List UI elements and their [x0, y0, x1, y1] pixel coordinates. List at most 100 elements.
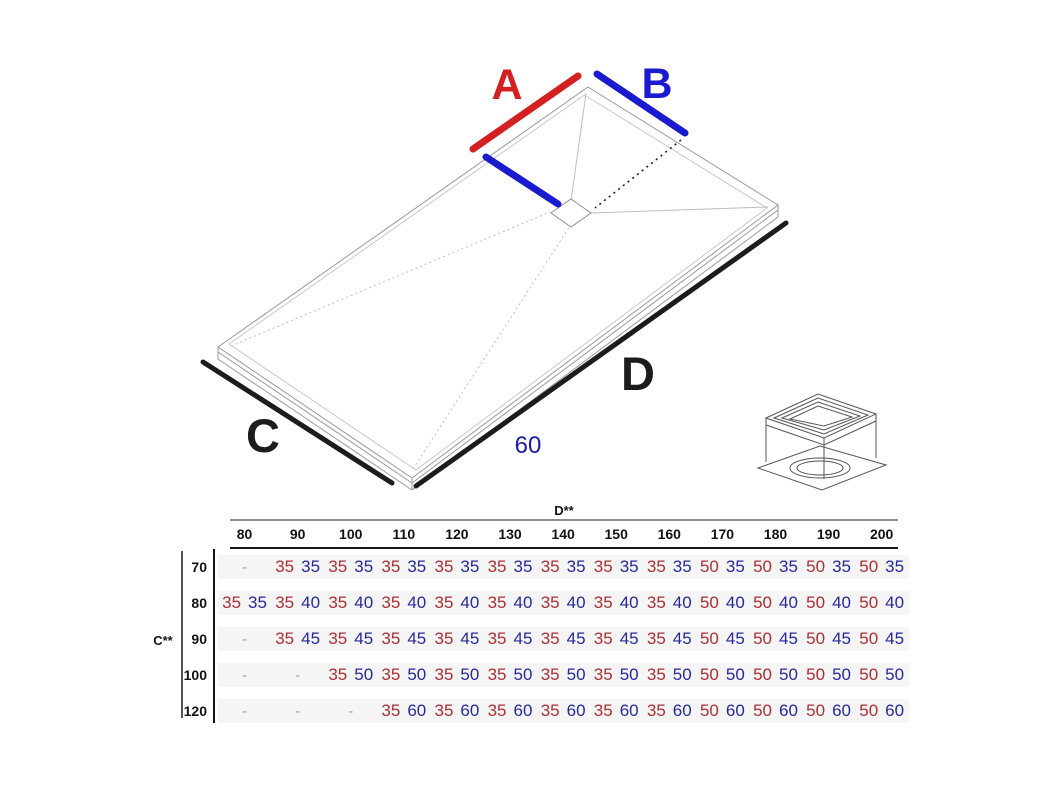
- value-b: 50: [778, 665, 798, 684]
- value-a: 50: [753, 557, 772, 576]
- value-b: 40: [460, 593, 480, 612]
- size-cell: 35 40: [324, 585, 377, 621]
- size-cell: 50 40: [749, 585, 802, 621]
- value-a: 50: [859, 629, 879, 648]
- value-a: 50: [753, 701, 772, 720]
- size-cell: 35 35: [218, 585, 271, 621]
- size-cell: -: [218, 693, 271, 729]
- value-a: 35: [381, 557, 401, 576]
- size-cell: 35 60: [537, 693, 590, 729]
- value-a: 50: [753, 665, 772, 684]
- value-a: 50: [699, 629, 719, 648]
- value-b: 35: [513, 557, 533, 576]
- value-b: 45: [672, 629, 692, 648]
- value-b: 45: [513, 629, 533, 648]
- size-cell: 50 60: [749, 693, 802, 729]
- value-b: 35: [301, 557, 321, 576]
- dimension-line-c: [200, 359, 395, 486]
- value-b: 35: [672, 557, 692, 576]
- size-cell: 50 50: [749, 657, 802, 693]
- value-a: 50: [806, 629, 826, 648]
- value-b: 35: [407, 557, 427, 576]
- value-b: 50: [354, 665, 374, 684]
- empty-cell-dash: -: [242, 558, 248, 576]
- value-b: 50: [672, 665, 692, 684]
- size-cell: 50 35: [802, 549, 855, 585]
- col-header-110: 110: [392, 526, 416, 542]
- value-b: 60: [778, 701, 798, 720]
- value-b: 40: [725, 593, 745, 612]
- size-cell: 35 35: [643, 549, 696, 585]
- size-cell: 35 45: [271, 621, 324, 657]
- empty-cell-dash: -: [295, 702, 301, 720]
- value-a: 50: [699, 701, 719, 720]
- value-b: 40: [354, 593, 374, 612]
- dimension-line-b: [593, 70, 689, 137]
- col-header-140: 140: [551, 526, 575, 542]
- row-header-80: 80: [191, 595, 207, 611]
- value-a: 35: [222, 593, 242, 612]
- size-cell: 35 45: [377, 621, 430, 657]
- size-cell: 35 50: [430, 657, 483, 693]
- size-cell: 50 50: [855, 657, 908, 693]
- size-cell: 35 35: [377, 549, 430, 585]
- tray-crease-lines: [230, 92, 769, 470]
- value-b: 50: [725, 665, 745, 684]
- value-b: 50: [513, 665, 533, 684]
- size-cell: 50 45: [749, 621, 802, 657]
- value-b: 40: [407, 593, 427, 612]
- value-b: 35: [354, 557, 374, 576]
- size-cell: 35 45: [643, 621, 696, 657]
- value-b: 45: [354, 629, 374, 648]
- col-header-180: 180: [763, 526, 788, 542]
- size-cell: 35 50: [377, 657, 430, 693]
- value-a: 35: [593, 557, 613, 576]
- value-b: 60: [885, 701, 905, 720]
- value-a: 35: [434, 593, 454, 612]
- value-b: 40: [778, 593, 798, 612]
- value-a: 35: [275, 593, 295, 612]
- size-cell: -: [324, 693, 377, 729]
- value-b: 50: [407, 665, 427, 684]
- value-b: 45: [832, 629, 851, 648]
- row-axis-label: C**: [153, 633, 173, 648]
- value-b: 35: [725, 557, 745, 576]
- label-a: A: [491, 61, 522, 109]
- dimension-line-a: [469, 72, 582, 153]
- empty-cell-dash: -: [242, 630, 248, 648]
- size-cell: 50 45: [696, 621, 749, 657]
- size-cell: 35 60: [483, 693, 536, 729]
- value-a: 35: [646, 557, 666, 576]
- value-a: 35: [646, 593, 666, 612]
- value-a: 50: [859, 593, 879, 612]
- col-header-80: 80: [236, 526, 253, 542]
- size-cell: 50 60: [802, 693, 855, 729]
- value-a: 35: [434, 665, 454, 684]
- value-b: 50: [885, 665, 905, 684]
- size-cell: 50 60: [696, 693, 749, 729]
- value-a: 35: [381, 593, 401, 612]
- value-b: 35: [778, 557, 798, 576]
- value-a: 35: [487, 665, 507, 684]
- row-label-column: 70 80 90 100 120: [183, 549, 211, 729]
- value-b: 40: [301, 593, 321, 612]
- dimension-line-drain-offset: [482, 153, 562, 208]
- value-b: 45: [725, 629, 745, 648]
- label-drain-offset-60: 60: [515, 432, 542, 459]
- value-a: 35: [487, 593, 507, 612]
- size-cell: 35 40: [430, 585, 483, 621]
- table-row: - - -35 60 35 60 35 60 35 60 35 60 35 60 50 60 50 60 50 60 5…: [218, 693, 909, 729]
- size-cell: 50 35: [855, 549, 908, 585]
- label-c: C: [246, 409, 280, 462]
- size-cell: 50 60: [855, 693, 908, 729]
- size-cell: -: [218, 549, 271, 585]
- value-a: 35: [275, 629, 295, 648]
- size-cell: 35 40: [537, 585, 590, 621]
- size-cell: 35 60: [643, 693, 696, 729]
- value-b: 50: [460, 665, 480, 684]
- size-cell: 35 40: [377, 585, 430, 621]
- value-a: 35: [487, 629, 507, 648]
- value-b: 60: [672, 701, 692, 720]
- size-cell: 50 40: [855, 585, 908, 621]
- value-b: 35: [248, 593, 267, 612]
